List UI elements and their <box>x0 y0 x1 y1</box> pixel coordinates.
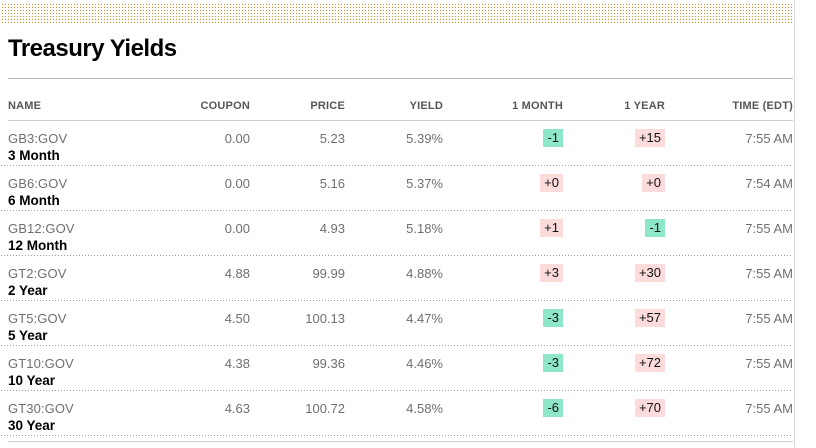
tenor-label: 10 Year <box>8 373 56 388</box>
ticker-label[interactable]: GT30:GOV <box>8 401 74 416</box>
ticker-label[interactable]: GB6:GOV <box>8 176 68 191</box>
right-edge-divider <box>794 0 795 448</box>
one-year-change-badge: -1 <box>645 219 665 237</box>
table-row: GB6:GOV 6 Month 0.00 5.16 5.37% +0 +0 7:… <box>1 166 793 211</box>
coupon-value: 4.38 <box>224 356 250 371</box>
col-header-coupon: COUPON <box>200 100 250 112</box>
ticker-label[interactable]: GT2:GOV <box>8 266 67 281</box>
ticker-label[interactable]: GB3:GOV <box>8 131 68 146</box>
security-name-link[interactable]: GT10:GOV 10 Year <box>8 356 155 390</box>
time-value: 7:55 AM <box>745 311 793 326</box>
time-value: 7:55 AM <box>745 401 793 416</box>
coupon-value: 4.88 <box>224 266 250 281</box>
col-header-1-year: 1 YEAR <box>624 100 665 112</box>
one-year-change-badge: +15 <box>634 129 665 147</box>
col-header-time: TIME (EDT) <box>732 100 793 112</box>
price-value: 100.72 <box>305 401 345 416</box>
header-divider <box>8 120 793 121</box>
security-name-link[interactable]: GT2:GOV 2 Year <box>8 266 155 300</box>
one-year-change-badge: +57 <box>634 309 665 327</box>
one-month-change-badge: +1 <box>540 219 563 237</box>
price-value: 100.13 <box>305 311 345 326</box>
one-year-change-badge: +72 <box>634 354 665 372</box>
tenor-label: 6 Month <box>8 193 60 208</box>
security-name-link[interactable]: GB12:GOV 12 Month <box>8 221 155 255</box>
table-header-row: NAME COUPON PRICE YIELD 1 MONTH 1 YEAR T… <box>8 100 793 112</box>
table-row: GT30:GOV 30 Year 4.63 100.72 4.58% -6 +7… <box>1 391 793 436</box>
security-name-link[interactable]: GB6:GOV 6 Month <box>8 176 155 210</box>
col-header-price: PRICE <box>310 100 345 112</box>
tenor-label: 30 Year <box>8 418 56 433</box>
title-divider <box>8 78 793 79</box>
one-year-change-badge: +30 <box>634 264 665 282</box>
tenor-label: 5 Year <box>8 328 48 343</box>
yield-value: 4.88% <box>406 266 443 281</box>
price-value: 99.36 <box>312 356 345 371</box>
coupon-value: 0.00 <box>224 131 250 146</box>
one-month-change-badge: -1 <box>543 129 563 147</box>
one-month-change-badge: +0 <box>540 174 563 192</box>
ticker-label[interactable]: GB12:GOV <box>8 221 75 236</box>
tenor-label: 2 Year <box>8 283 48 298</box>
price-value: 5.23 <box>319 131 345 146</box>
time-value: 7:54 AM <box>745 176 793 191</box>
price-value: 5.16 <box>319 176 345 191</box>
table-row: GB3:GOV 3 Month 0.00 5.23 5.39% -1 +15 7… <box>1 121 793 166</box>
coupon-value: 4.50 <box>224 311 250 326</box>
time-value: 7:55 AM <box>745 356 793 371</box>
one-month-change-badge: -3 <box>543 354 563 372</box>
one-year-change-badge: +70 <box>634 399 665 417</box>
yield-value: 4.58% <box>406 401 443 416</box>
security-name-link[interactable]: GT30:GOV 30 Year <box>8 401 155 435</box>
security-name-link[interactable]: GB3:GOV 3 Month <box>8 131 155 165</box>
one-year-change-badge: +0 <box>642 174 665 192</box>
table-bottom-divider <box>8 441 793 442</box>
col-header-1-month: 1 MONTH <box>512 100 563 112</box>
yield-value: 5.39% <box>406 131 443 146</box>
table-row: GT10:GOV 10 Year 4.38 99.36 4.46% -3 +72… <box>1 346 793 391</box>
table-row: GT2:GOV 2 Year 4.88 99.99 4.88% +3 +30 7… <box>1 256 793 301</box>
yield-value: 5.18% <box>406 221 443 236</box>
yield-value: 4.46% <box>406 356 443 371</box>
one-month-change-badge: -6 <box>543 399 563 417</box>
price-value: 99.99 <box>312 266 345 281</box>
table-row: GB12:GOV 12 Month 0.00 4.93 5.18% +1 -1 … <box>1 211 793 256</box>
coupon-value: 4.63 <box>224 401 250 416</box>
time-value: 7:55 AM <box>745 221 793 236</box>
col-header-yield: YIELD <box>409 100 443 112</box>
halftone-accent-band <box>1 3 793 23</box>
one-month-change-badge: +3 <box>540 264 563 282</box>
yield-value: 5.37% <box>406 176 443 191</box>
security-name-link[interactable]: GT5:GOV 5 Year <box>8 311 155 345</box>
tenor-label: 12 Month <box>8 238 68 253</box>
col-header-name: NAME <box>8 100 42 112</box>
coupon-value: 0.00 <box>224 176 250 191</box>
yield-value: 4.47% <box>406 311 443 326</box>
time-value: 7:55 AM <box>745 266 793 281</box>
table-row: GT5:GOV 5 Year 4.50 100.13 4.47% -3 +57 … <box>1 301 793 346</box>
coupon-value: 0.00 <box>224 221 250 236</box>
page-title: Treasury Yields <box>8 35 177 62</box>
ticker-label[interactable]: GT10:GOV <box>8 356 74 371</box>
price-value: 4.93 <box>319 221 345 236</box>
tenor-label: 3 Month <box>8 148 60 163</box>
ticker-label[interactable]: GT5:GOV <box>8 311 67 326</box>
one-month-change-badge: -3 <box>543 309 563 327</box>
time-value: 7:55 AM <box>745 131 793 146</box>
